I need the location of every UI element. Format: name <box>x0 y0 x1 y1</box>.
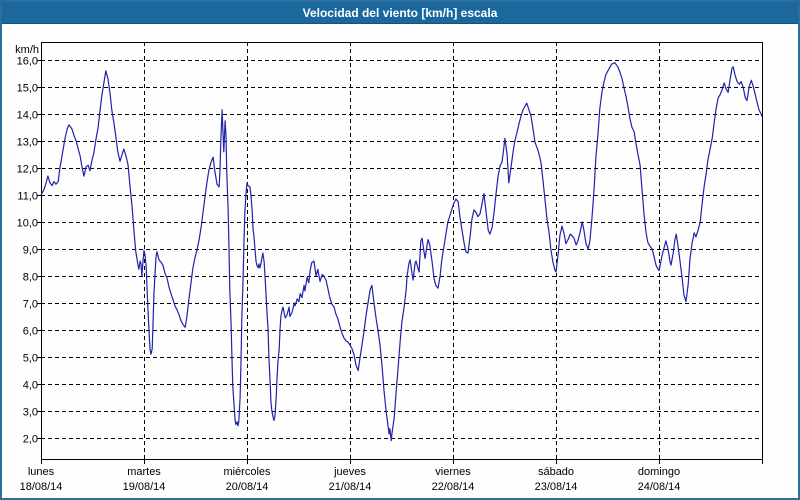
x-day-name: martes <box>127 466 161 478</box>
plot-area <box>41 42 762 459</box>
y-tick-label: 11,0 <box>17 191 38 203</box>
chart-title: Velocidad del viento [km/h] escala <box>302 5 498 20</box>
y-tick-label: 3,0 <box>23 407 38 419</box>
y-tick-label: 4,0 <box>23 380 38 392</box>
y-tick-label: 12,0 <box>17 164 38 176</box>
y-ticks <box>37 60 41 439</box>
y-tick-label: 16,0 <box>17 56 38 68</box>
x-day-labels: lunes 18/08/14 martes 19/08/14 miércoles 20/0… <box>20 466 681 493</box>
y-tick-label: 15,0 <box>17 83 38 95</box>
x-day-date: 21/08/14 <box>329 481 372 493</box>
x-day-date: 22/08/14 <box>432 481 475 493</box>
x-day-name: jueves <box>333 466 366 478</box>
x-day-date: 24/08/14 <box>638 481 681 493</box>
x-day-date: 23/08/14 <box>535 481 578 493</box>
y-axis-unit-label: km/h <box>15 44 39 56</box>
y-tick-label: 5,0 <box>23 353 38 365</box>
x-day-name: lunes <box>28 466 55 478</box>
y-tick-label: 13,0 <box>17 137 38 149</box>
x-day-date: 20/08/14 <box>226 481 269 493</box>
y-tick-label: 7,0 <box>23 299 38 311</box>
y-tick-label: 10,0 <box>17 218 38 230</box>
x-day-name: viernes <box>435 466 471 478</box>
y-tick-labels: 16,0 15,0 14,0 13,0 12,0 11,0 10,0 9,0 8,0 7,0 6,0… <box>17 56 38 446</box>
plot-border <box>41 42 763 460</box>
y-gridlines <box>41 60 762 439</box>
y-tick-label: 8,0 <box>23 272 38 284</box>
x-day-name: miércoles <box>223 466 271 478</box>
y-tick-label: 9,0 <box>23 245 38 257</box>
wind-speed-line <box>40 62 763 442</box>
y-tick-label: 14,0 <box>17 110 38 122</box>
x-day-date: 18/08/14 <box>20 481 63 493</box>
x-day-name: domingo <box>638 466 680 478</box>
y-tick-label: 2,0 <box>23 434 38 446</box>
x-day-date: 19/08/14 <box>123 481 166 493</box>
x-day-name: sábado <box>538 466 574 478</box>
chart-title-bar: Velocidad del viento [km/h] escala <box>2 2 798 24</box>
y-tick-label: 6,0 <box>23 326 38 338</box>
